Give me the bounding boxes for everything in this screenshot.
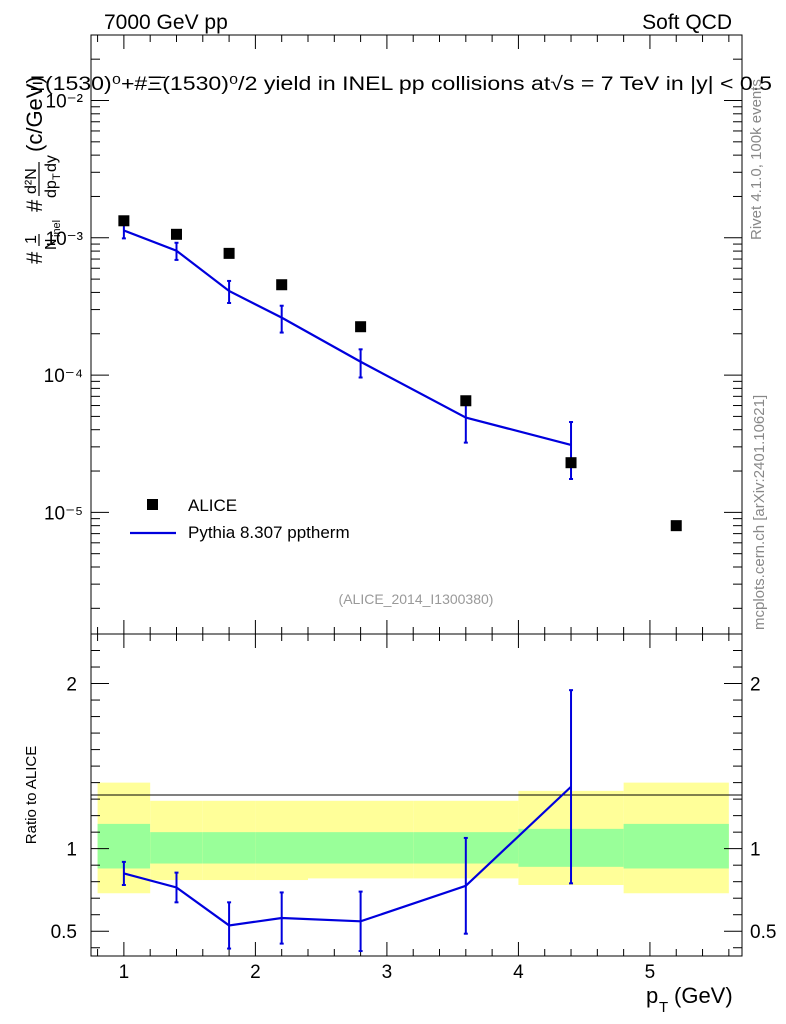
ratio-uncertainty-bands [97, 782, 729, 894]
svg-text:#: # [22, 199, 47, 212]
ratio-frame [90, 633, 743, 957]
x-tick-label: 2 [250, 962, 261, 983]
svg-text:dy: dy [43, 155, 60, 172]
alice-point [118, 215, 130, 227]
legend: ALICE Pythia 8.307 pptherm [130, 496, 350, 542]
svg-text:(GeV): (GeV) [674, 983, 733, 1008]
ratio-y-tick-label: 1 [66, 840, 77, 861]
ratio-y-axis-label: Ratio to ALICE [23, 746, 40, 844]
alice-point [223, 247, 235, 259]
main-y-axis-label: # 1 N inel # d²N dp T dy (c/GeV) [22, 76, 63, 264]
ratio-marks [121, 689, 574, 953]
svg-text:1: 1 [23, 235, 40, 244]
svg-text:d²N: d²N [23, 168, 40, 194]
mcplots-info: mcplots.cern.ch [arXiv:2401.10621] [751, 395, 768, 630]
ratio-y-tick-label: 2 [66, 675, 77, 696]
legend-label-pythia: Pythia 8.307 pptherm [188, 523, 350, 542]
ratio-y-tick-label-right: 2 [750, 675, 761, 696]
svg-text:dp: dp [43, 180, 60, 198]
legend-marker-alice [147, 499, 158, 510]
x-axis-label: p T (GeV) [646, 983, 733, 1016]
analysis-id: (ALICE_2014_I1300380) [339, 591, 494, 607]
ratio-band-inner [150, 832, 203, 864]
header-right: Soft QCD [642, 11, 732, 34]
alice-point [670, 520, 682, 532]
main-y-tick-label: 10⁻² [46, 92, 84, 113]
x-tick-label: 3 [382, 962, 393, 983]
main-y-tick-label: 10⁻⁴ [44, 366, 83, 387]
x-tick-label: 4 [513, 962, 524, 983]
svg-text:T: T [659, 999, 668, 1016]
alice-point [565, 457, 577, 469]
svg-text:(c/GeV): (c/GeV) [22, 76, 47, 152]
svg-text:#: # [22, 251, 47, 264]
ratio-y-tick-label-right: 1 [750, 840, 761, 861]
svg-text:N: N [43, 238, 60, 250]
alice-point [276, 279, 288, 291]
main-y-tick-label: 10⁻³ [46, 229, 84, 250]
rivet-info: Rivet 4.1.0, 100k events [748, 79, 765, 240]
svg-text:T: T [51, 173, 63, 180]
legend-label-alice: ALICE [188, 496, 237, 515]
alice-point [460, 395, 472, 407]
alice-point [355, 321, 367, 333]
svg-text:inel: inel [51, 220, 63, 237]
plot-title: Ξ(1530)⁰+#Ξ̄(1530)⁰/2 yield in INEL pp c… [30, 74, 772, 95]
main-marks [118, 215, 682, 532]
main-y-tick-label: 10⁻⁵ [44, 503, 83, 524]
alice-point [170, 228, 182, 240]
ratio-band-inner [308, 832, 414, 864]
pythia-line [123, 229, 572, 446]
x-tick-label: 5 [645, 962, 656, 983]
ratio-y-tick-label: 0.5 [51, 922, 77, 943]
x-tick-label: 1 [119, 962, 130, 983]
main-frame [90, 34, 743, 635]
svg-text:p: p [646, 983, 658, 1008]
ratio-band-inner [623, 823, 729, 869]
ratio-band-inner [202, 832, 256, 864]
ratio-y-tick-label-right: 0.5 [750, 922, 776, 943]
ratio-axes: 1 2 3 4 5 0.5 0.5 1 1 2 2 [51, 634, 776, 983]
header-left: 7000 GeV pp [104, 11, 228, 34]
main-axes: 10⁻⁵ 10⁻⁴ 10⁻³ 10⁻² [44, 34, 742, 634]
ratio-band-inner [255, 832, 308, 864]
